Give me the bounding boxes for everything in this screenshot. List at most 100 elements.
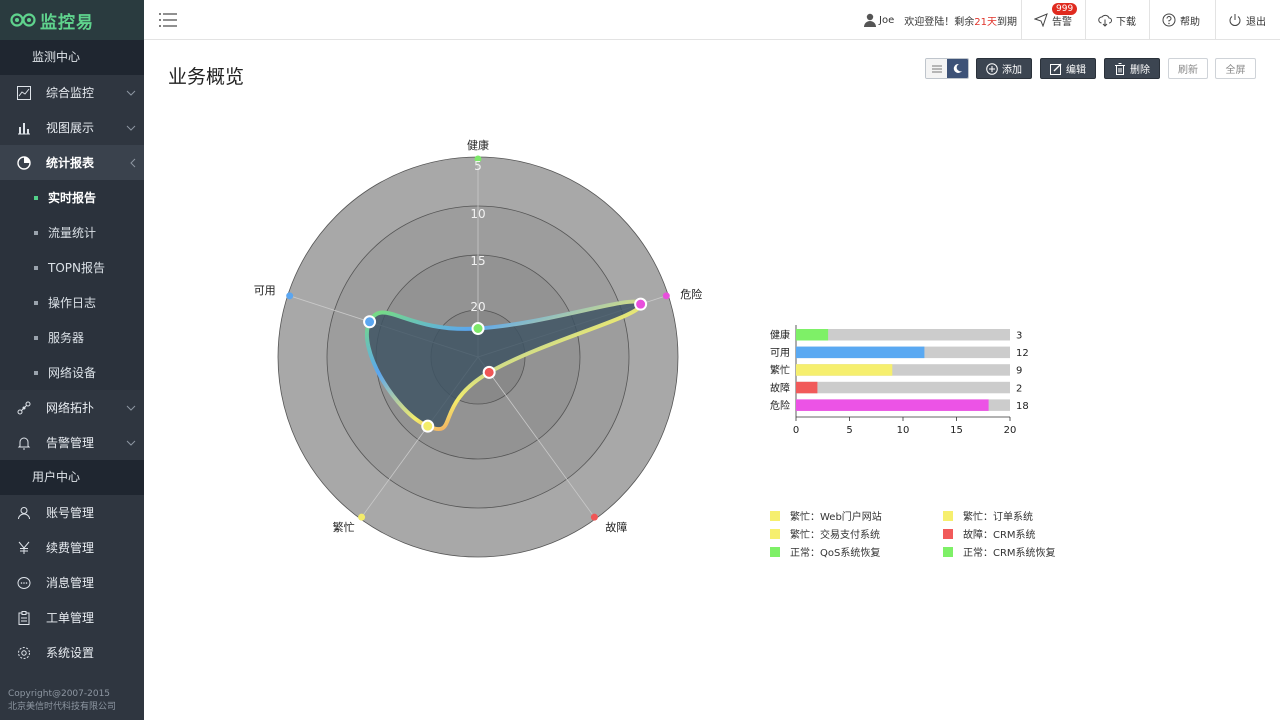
edit-button[interactable]: 编辑 xyxy=(1040,58,1096,79)
chevron-down-icon xyxy=(126,75,136,110)
sidebar-item-ticket-management[interactable]: 工单管理 xyxy=(0,600,144,635)
add-button[interactable]: 添加 xyxy=(976,58,1032,79)
legend-label: 正常：QoS系统恢复 xyxy=(790,548,881,559)
bar-background xyxy=(796,364,1010,376)
sidebar-item-view-display[interactable]: 视图展示 xyxy=(0,110,144,145)
legend-label: 繁忙：交易支付系统 xyxy=(790,530,880,541)
cloud-download-icon xyxy=(1098,14,1112,27)
topology-icon xyxy=(16,400,32,416)
bar-chart-icon xyxy=(16,120,32,136)
radar-ring-label: 10 xyxy=(470,207,485,221)
send-icon xyxy=(1034,13,1048,27)
bullet-icon xyxy=(34,335,38,340)
bar-tick-label: 5 xyxy=(846,425,852,436)
legend-item: 繁忙：Web门户网站 xyxy=(770,508,882,523)
bar-value-label: 2 xyxy=(1016,383,1022,394)
legend-swatch xyxy=(770,510,780,521)
user-avatar-icon xyxy=(864,13,876,27)
sidebar-sub-operation-log[interactable]: 操作日志 xyxy=(0,285,144,320)
download-button[interactable]: 下载 xyxy=(1085,0,1149,40)
radar-indicator-label: 故障 xyxy=(605,520,627,534)
bar-category-label: 健康 xyxy=(770,329,790,342)
sidebar-item-message-management[interactable]: 消息管理 xyxy=(0,565,144,600)
sidebar-item-label: 系统设置 xyxy=(46,646,95,660)
sidebar-sub-label: TOPN报告 xyxy=(48,261,105,275)
sidebar-sub-topn-report[interactable]: TOPN报告 xyxy=(0,250,144,285)
radar-indicator-label: 健康 xyxy=(467,138,489,152)
sidebar-sub-traffic-stats[interactable]: 流量统计 xyxy=(0,215,144,250)
bar-background xyxy=(796,329,1010,341)
radar-point[interactable] xyxy=(634,297,648,311)
night-mode-icon[interactable] xyxy=(947,59,968,78)
radar-ring-label: 15 xyxy=(470,254,485,268)
sidebar-item-label: 工单管理 xyxy=(46,611,95,625)
radar-indicator-label: 危险 xyxy=(680,287,702,301)
sidebar-item-renewal-management[interactable]: 续费管理 xyxy=(0,530,144,565)
fullscreen-button[interactable]: 全屏 xyxy=(1215,58,1256,79)
bullet-icon xyxy=(34,265,38,270)
sidebar-item-label: 消息管理 xyxy=(46,576,95,590)
edit-icon xyxy=(1050,63,1062,75)
alarm-count-badge: 999 xyxy=(1052,3,1078,15)
bar[interactable] xyxy=(796,329,829,341)
bar-value-label: 18 xyxy=(1016,401,1029,412)
menu-toggle-icon[interactable] xyxy=(158,11,178,29)
username: Joe xyxy=(879,14,895,26)
sidebar-sub-label: 操作日志 xyxy=(48,296,97,310)
bar[interactable] xyxy=(796,381,818,394)
copyright-line: Copyright@2007-2015 xyxy=(8,689,111,699)
logo[interactable]: 监控易 xyxy=(0,0,144,40)
sidebar-item-comprehensive-monitor[interactable]: 综合监控 xyxy=(0,75,144,110)
sidebar: 监控易 监测中心 综合监控 视图展示 统计报表 实时报告 流量统计 TOPN报告… xyxy=(0,0,144,720)
sidebar-sub-realtime-report[interactable]: 实时报告 xyxy=(0,180,144,215)
bar[interactable] xyxy=(796,399,989,411)
view-mode-switch[interactable] xyxy=(925,58,969,79)
yuan-icon xyxy=(16,540,32,556)
legend-item: 繁忙：交易支付系统 xyxy=(770,526,880,541)
radar-point[interactable] xyxy=(471,322,485,335)
sidebar-item-account-management[interactable]: 账号管理 xyxy=(0,495,144,530)
delete-button[interactable]: 删除 xyxy=(1104,58,1160,79)
sidebar-item-label: 综合监控 xyxy=(46,86,95,100)
logout-button[interactable]: 退出 xyxy=(1215,0,1280,40)
help-button[interactable]: 帮助 xyxy=(1149,0,1215,40)
radar-point[interactable] xyxy=(421,419,435,433)
alarm-button[interactable]: 告警 999 xyxy=(1021,0,1085,40)
radar-point[interactable] xyxy=(363,315,377,329)
sidebar-item-label: 账号管理 xyxy=(46,506,95,520)
radar-axis-marker xyxy=(358,513,366,521)
bar-tick-label: 15 xyxy=(950,425,963,436)
sidebar-sub-label: 实时报告 xyxy=(48,191,97,205)
welcome-suffix: 到期 xyxy=(996,16,1017,28)
bell-icon xyxy=(16,435,32,451)
sidebar-item-alarm-management[interactable]: 告警管理 xyxy=(0,425,144,460)
radar-area xyxy=(365,299,643,432)
trash-icon xyxy=(1115,62,1125,75)
refresh-button[interactable]: 刷新 xyxy=(1168,58,1208,79)
sidebar-item-statistics-report[interactable]: 统计报表 xyxy=(0,145,144,180)
message-icon xyxy=(16,575,32,591)
legend-swatch xyxy=(770,528,780,539)
bar-category-label: 故障 xyxy=(770,381,790,394)
sidebar-sub-network-device[interactable]: 网络设备 xyxy=(0,355,144,390)
user-info[interactable]: Joe 欢迎登陆！剩余21天到期 xyxy=(864,0,1017,40)
radar-axis-marker xyxy=(286,292,294,300)
bar[interactable] xyxy=(796,346,925,359)
welcome-prefix: 欢迎登陆！剩余 xyxy=(904,16,975,28)
legend-item: 正常：CRM系统恢复 xyxy=(943,544,1056,559)
bar[interactable] xyxy=(796,364,893,376)
bullet-icon xyxy=(34,370,38,375)
bar-value-label: 3 xyxy=(1016,331,1022,342)
sidebar-sub-server[interactable]: 服务器 xyxy=(0,320,144,355)
legend-swatch xyxy=(770,546,780,557)
radar-point[interactable] xyxy=(482,365,496,379)
legend-label: 故障：CRM系统 xyxy=(963,530,1036,541)
list-view-icon[interactable] xyxy=(926,59,947,78)
help-icon xyxy=(1162,13,1176,27)
sidebar-item-network-topology[interactable]: 网络拓扑 xyxy=(0,390,144,425)
sidebar-item-system-settings[interactable]: 系统设置 xyxy=(0,635,144,670)
company-name: 北京美信时代科技有限公司 xyxy=(8,702,117,712)
chevron-down-icon xyxy=(126,390,136,425)
delete-label: 删除 xyxy=(1130,65,1150,76)
